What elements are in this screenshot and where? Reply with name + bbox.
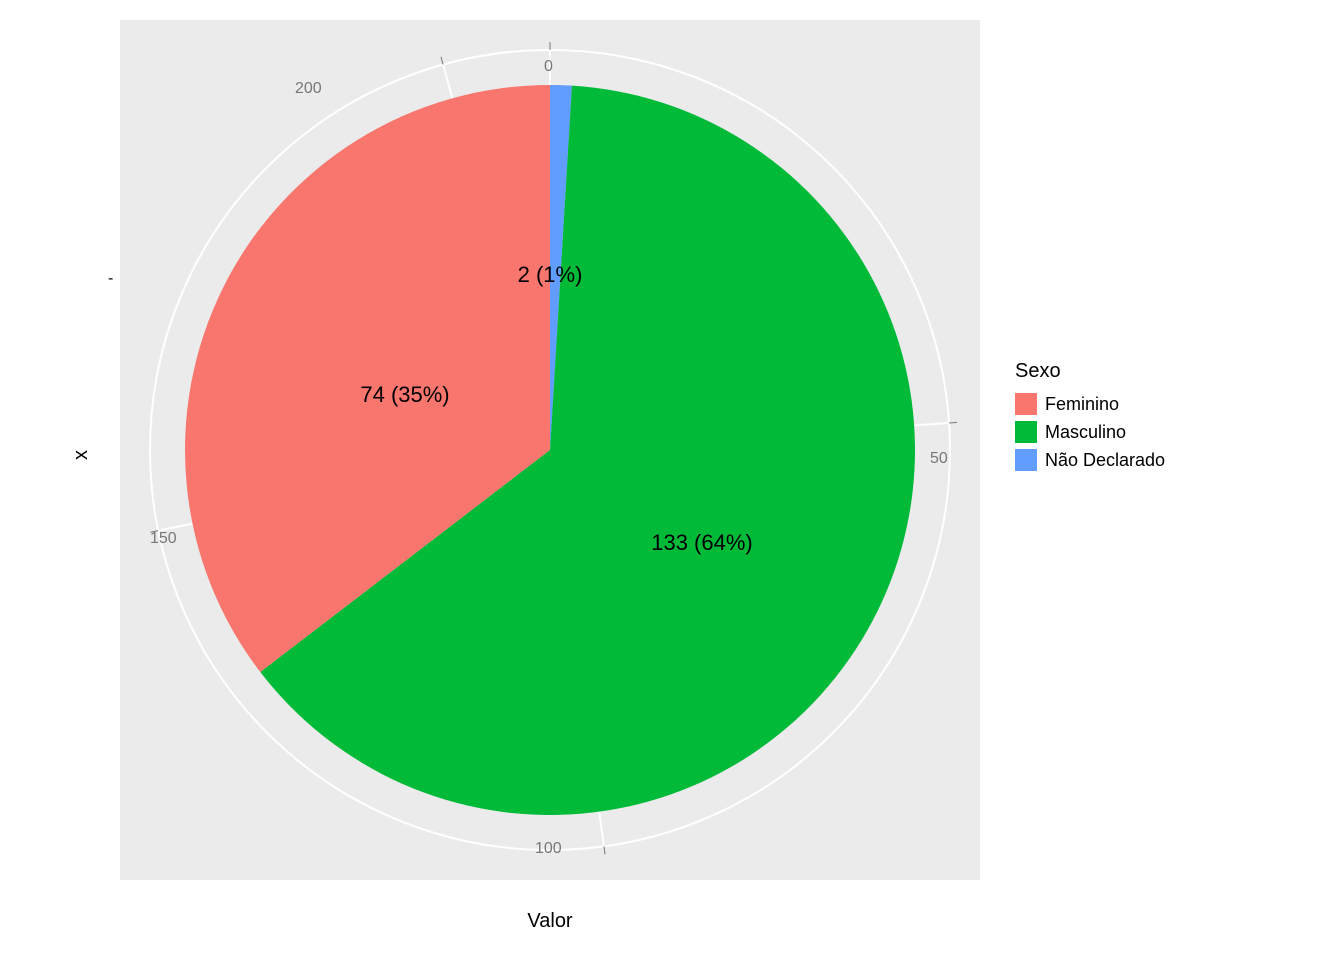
legend-swatch-nao-declarado bbox=[1015, 449, 1037, 471]
legend: Sexo Feminino Masculino Não Declarado bbox=[1015, 360, 1165, 477]
legend-label-masculino: Masculino bbox=[1045, 422, 1126, 443]
slice-label-masculino: 133 (64%) bbox=[651, 530, 753, 556]
tick-200: 200 bbox=[295, 80, 322, 98]
legend-swatch-feminino bbox=[1015, 393, 1037, 415]
y-tick-dash: - bbox=[108, 270, 113, 288]
legend-item-feminino: Feminino bbox=[1015, 393, 1165, 415]
chart-container: 0 50 100 150 200 2 (1%) 133 (64%) 74 (35… bbox=[0, 0, 1344, 960]
tick-50: 50 bbox=[930, 450, 948, 468]
pie-chart-svg bbox=[120, 20, 980, 880]
legend-item-nao-declarado: Não Declarado bbox=[1015, 449, 1165, 471]
plot-panel: 0 50 100 150 200 2 (1%) 133 (64%) 74 (35… bbox=[120, 20, 980, 880]
legend-label-feminino: Feminino bbox=[1045, 394, 1119, 415]
legend-label-nao-declarado: Não Declarado bbox=[1045, 450, 1165, 471]
y-axis-label: x bbox=[70, 450, 93, 460]
x-axis-label: Valor bbox=[120, 910, 980, 933]
legend-title: Sexo bbox=[1015, 360, 1165, 383]
tick-100: 100 bbox=[535, 840, 562, 858]
legend-swatch-masculino bbox=[1015, 421, 1037, 443]
tick-0: 0 bbox=[544, 58, 553, 76]
tick-150: 150 bbox=[150, 530, 177, 548]
slice-label-feminino: 74 (35%) bbox=[360, 382, 449, 408]
slice-label-nao-declarado: 2 (1%) bbox=[518, 262, 583, 288]
legend-item-masculino: Masculino bbox=[1015, 421, 1165, 443]
